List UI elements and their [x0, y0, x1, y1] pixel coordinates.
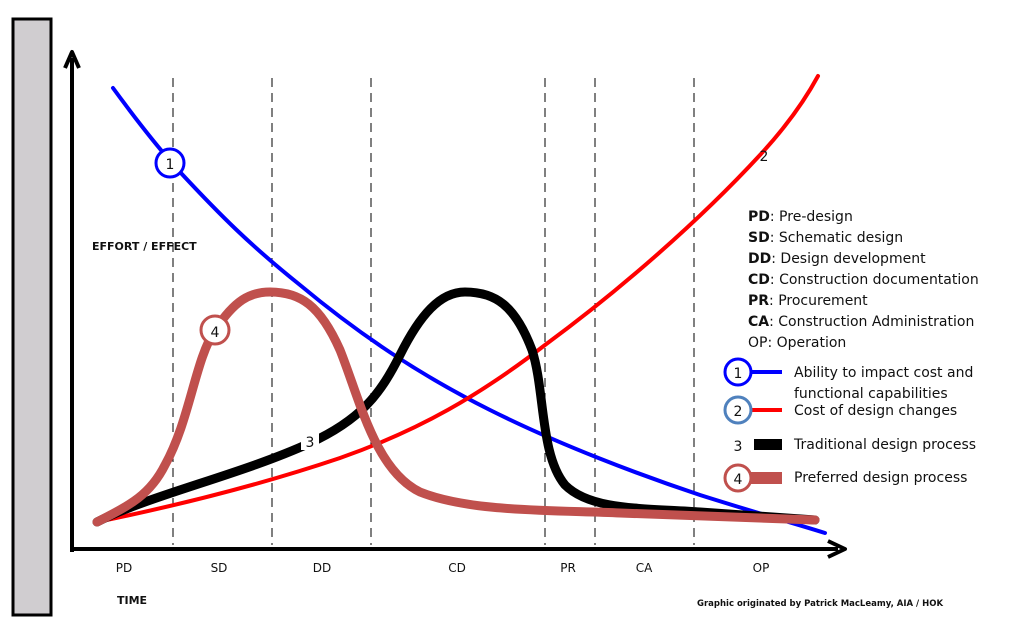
- svg-text:Ability to impact cost and: Ability to impact cost and: [794, 365, 973, 381]
- phase-label-dd: DD: [313, 561, 331, 575]
- abbreviation-legend: PD: Pre-design SD: Schematic design DD: …: [748, 209, 979, 351]
- svg-text:1: 1: [734, 366, 743, 382]
- legend-item-3: 3 Traditional design process: [734, 437, 977, 455]
- phase-label-op: OP: [753, 561, 770, 575]
- svg-text:Preferred design process: Preferred design process: [794, 470, 967, 486]
- marker-3-label: 3: [306, 435, 315, 451]
- legend-item-4: 4 Preferred design process: [723, 463, 967, 493]
- svg-text:Cost of design changes: Cost of design changes: [794, 403, 957, 419]
- legend-item-1: 1 Ability to impact cost and functional …: [723, 357, 973, 402]
- curve-1-ability-to-impact: [111, 86, 827, 535]
- phase-dividers: [172, 78, 695, 545]
- svg-text:functional capabilities: functional capabilities: [794, 386, 948, 402]
- marker-4: 4: [199, 314, 231, 346]
- axes: [63, 50, 847, 559]
- phase-label-pr: PR: [560, 561, 576, 575]
- y-axis-arrow-icon: [63, 50, 81, 69]
- marker-1: 1: [154, 147, 186, 179]
- curve-legend: 1 Ability to impact cost and functional …: [723, 357, 977, 493]
- abbr-sd: SD: Schematic design: [748, 230, 903, 246]
- curve-2-cost-of-changes: [95, 74, 820, 524]
- svg-text:2: 2: [734, 404, 743, 420]
- abbr-dd: DD: Design development: [748, 251, 926, 267]
- abbr-ca: CA: Construction Administration: [748, 314, 974, 330]
- marker-2-label: 2: [760, 149, 769, 165]
- marker-3: 3: [301, 430, 319, 451]
- abbr-cd: CD: Construction documentation: [748, 272, 979, 288]
- svg-text:3: 3: [734, 439, 743, 455]
- abbr-pr: PR: Procurement: [748, 293, 868, 309]
- phase-label-cd: CD: [448, 561, 466, 575]
- marker-4-label: 4: [211, 325, 220, 341]
- marker-1-label: 1: [166, 157, 175, 173]
- curve-4-preferred-process: [92, 287, 820, 527]
- y-axis-label: EFFORT / EFFECT: [92, 240, 197, 253]
- credit: Graphic originated by Patrick MacLeamy, …: [697, 599, 943, 609]
- phase-label-pd: PD: [116, 561, 132, 575]
- side-bar: [11, 17, 53, 617]
- abbr-pd: PD: Pre-design: [748, 209, 853, 225]
- phase-label-ca: CA: [636, 561, 653, 575]
- abbr-op: OP: Operation: [748, 335, 846, 351]
- svg-text:Traditional design process: Traditional design process: [793, 437, 976, 453]
- x-axis-arrow-icon: [827, 539, 847, 559]
- phase-label-sd: SD: [211, 561, 228, 575]
- x-axis-label: TIME: [117, 594, 147, 607]
- legend-item-2: 2 Cost of design changes: [723, 395, 957, 425]
- svg-text:4: 4: [734, 472, 743, 488]
- phase-labels: PD SD DD CD PR CA OP: [116, 561, 770, 575]
